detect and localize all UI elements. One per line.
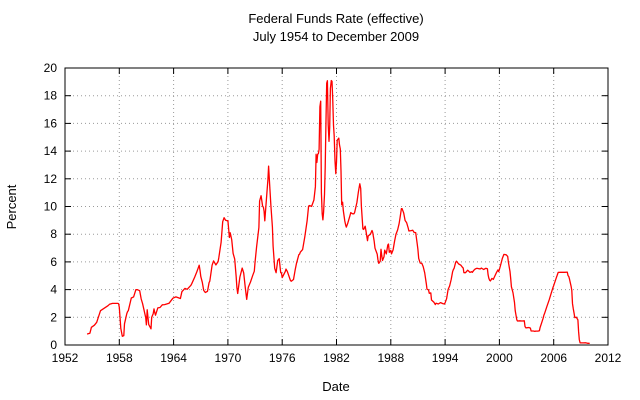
x-axis-label: Date — [322, 379, 349, 394]
y-tick-label: 2 — [50, 310, 57, 324]
x-tick-label: 1958 — [106, 351, 133, 365]
x-tick-label: 2000 — [486, 351, 513, 365]
x-tick-label: 2012 — [595, 351, 622, 365]
plot-frame — [64, 67, 609, 346]
tick-labels: 1952 1958 1964 1970 1976 1982 1988 1994 2000 2006… — [44, 61, 622, 365]
chart-title: Federal Funds Rate (effective) — [248, 11, 423, 26]
series-line — [86, 79, 590, 344]
y-tick-label: 12 — [44, 172, 58, 186]
y-axis-label: Percent — [4, 184, 19, 229]
y-tick-label: 20 — [44, 61, 58, 75]
x-tick-label: 2006 — [540, 351, 567, 365]
axes — [64, 67, 609, 346]
x-tick-label: 1964 — [160, 351, 187, 365]
gridlines — [64, 67, 609, 346]
chart-subtitle: July 1954 to December 2009 — [253, 29, 419, 44]
y-tick-label: 4 — [50, 283, 57, 297]
y-tick-label: 10 — [44, 200, 58, 214]
x-tick-label: 1982 — [323, 351, 350, 365]
y-tick-label: 14 — [44, 144, 58, 158]
y-tick-label: 0 — [50, 338, 57, 352]
y-tick-label: 18 — [44, 89, 58, 103]
x-tick-label: 1970 — [215, 351, 242, 365]
y-tick-label: 6 — [50, 255, 57, 269]
y-tick-label: 16 — [44, 116, 58, 130]
x-tick-label: 1994 — [432, 351, 459, 365]
y-tick-label: 8 — [50, 227, 57, 241]
x-tick-label: 1952 — [52, 351, 79, 365]
x-tick-label: 1976 — [269, 351, 296, 365]
data-series — [86, 79, 590, 344]
x-tick-label: 1988 — [377, 351, 404, 365]
